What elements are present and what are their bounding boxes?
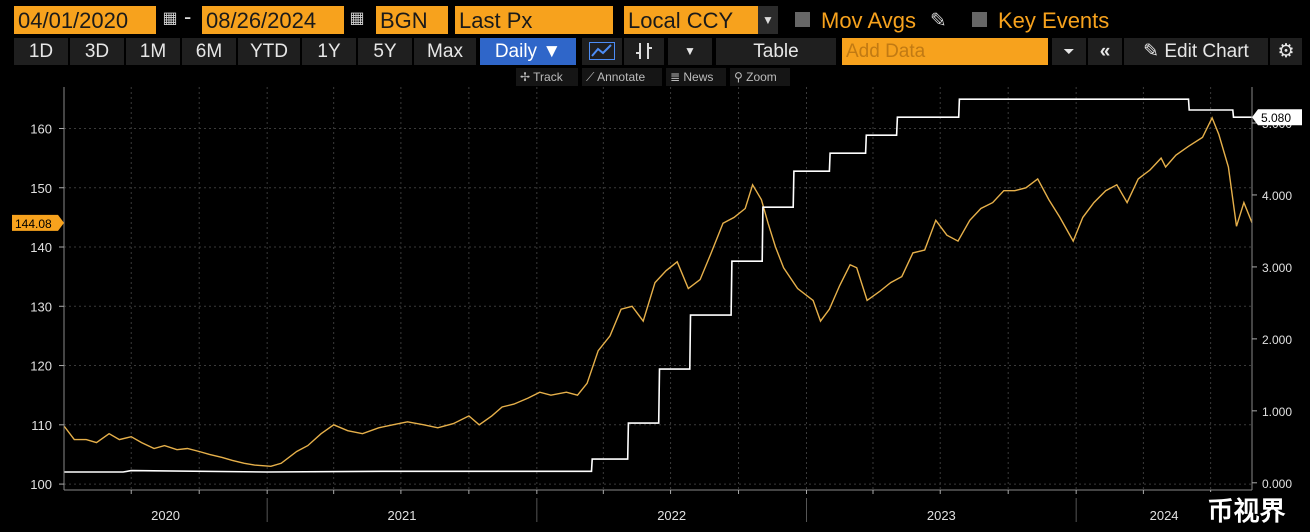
right-tick-label: 1.000 (1262, 405, 1292, 419)
x-tick-label: 2022 (657, 508, 686, 523)
top-bar: 04/01/2020 ▦ - 08/26/2024 ▦ BGN Last Px … (0, 0, 1310, 36)
start-date-field[interactable]: 04/01/2020 (14, 6, 156, 34)
track-tool[interactable]: ✢ Track (516, 68, 578, 86)
track-label: Track (533, 70, 563, 84)
magnifier-icon: ⚲ (734, 70, 747, 84)
zoom-label: Zoom (746, 70, 777, 84)
right-tick-label: 3.000 (1262, 261, 1292, 275)
pen-icon: ⟋ (586, 70, 598, 84)
currency-select[interactable]: Local CCY (624, 6, 758, 34)
mov-avgs-label[interactable]: Mov Avgs (821, 8, 916, 33)
left-tick-label: 100 (30, 477, 52, 492)
right-tick-label: 2.000 (1262, 333, 1292, 347)
last-price-tag (12, 214, 64, 231)
watermark: 币视界 (1183, 492, 1310, 532)
chevron-down-icon[interactable]: ▼ (668, 38, 712, 65)
annotate-tool[interactable]: ⟋ Annotate (582, 68, 662, 86)
last-price-label: 144.08 (15, 217, 52, 231)
toolbar: 1D 3D 1M 6M YTD 1Y 5Y Max Daily ▼ ▼ Tabl… (0, 38, 1310, 66)
news-label: News (683, 70, 714, 84)
range-1y-button[interactable]: 1Y (302, 38, 356, 65)
news-tool[interactable]: ≣ News (666, 68, 726, 86)
frequency-select[interactable]: Daily ▼ (480, 38, 576, 65)
table-button[interactable]: Table (716, 38, 836, 65)
annotate-label: Annotate (597, 70, 646, 84)
source-field[interactable]: BGN (376, 6, 448, 34)
calendar-icon[interactable]: ▦ (349, 10, 365, 27)
key-events-checkbox[interactable] (972, 12, 987, 27)
rate-line (64, 98, 1252, 473)
range-3d-button[interactable]: 3D (70, 38, 124, 65)
price-line (63, 116, 1253, 468)
mov-avgs-checkbox[interactable] (795, 12, 810, 27)
range-5y-button[interactable]: 5Y (358, 38, 412, 65)
left-tick-label: 120 (30, 359, 52, 374)
last-rate-tag (1252, 109, 1302, 126)
pencil-icon[interactable]: ✎ (930, 10, 947, 32)
x-tick-label: 2024 (1150, 508, 1179, 523)
edit-chart-button[interactable]: ✎ Edit Chart (1124, 38, 1268, 65)
right-tick-label: 4.000 (1262, 189, 1292, 203)
calendar-icon[interactable]: ▦ (162, 10, 178, 27)
gear-icon[interactable]: ⚙ (1270, 38, 1302, 65)
bar-chart-icon[interactable] (624, 38, 664, 65)
filter-icon[interactable]: ⏷ (1052, 38, 1086, 65)
field-select[interactable]: Last Px (455, 6, 613, 34)
left-tick-label: 130 (30, 299, 52, 314)
add-data-input[interactable]: Add Data (842, 38, 1048, 65)
left-tick-label: 160 (30, 121, 52, 136)
left-tick-label: 110 (31, 418, 52, 433)
x-tick-label: 2023 (927, 508, 956, 523)
news-icon: ≣ (670, 70, 684, 84)
pencil-icon: ✎ (1143, 41, 1165, 62)
left-tick-label: 140 (30, 240, 52, 255)
last-rate-label: 5.080 (1261, 111, 1291, 125)
left-tick-label: 150 (30, 181, 52, 196)
right-tick-label: 0.000 (1262, 477, 1292, 491)
chevron-down-icon[interactable]: ▼ (758, 6, 778, 34)
line-chart-glyph (589, 42, 615, 60)
x-tick-label: 2021 (388, 508, 417, 523)
zoom-tool[interactable]: ⚲ Zoom (730, 68, 790, 86)
line-chart-icon[interactable] (582, 38, 622, 65)
edit-chart-label: Edit Chart (1164, 41, 1249, 62)
key-events-label[interactable]: Key Events (998, 8, 1110, 33)
x-tick-label: 2020 (151, 508, 180, 523)
collapse-icon[interactable]: « (1088, 38, 1122, 65)
range-max-button[interactable]: Max (414, 38, 476, 65)
range-6m-button[interactable]: 6M (182, 38, 236, 65)
ohlc-glyph (636, 43, 652, 59)
end-date-field[interactable]: 08/26/2024 (202, 6, 344, 34)
date-separator: - (184, 4, 192, 29)
range-1m-button[interactable]: 1M (126, 38, 180, 65)
range-1d-button[interactable]: 1D (14, 38, 68, 65)
range-ytd-button[interactable]: YTD (238, 38, 300, 65)
crosshair-icon: ✢ (520, 70, 534, 84)
